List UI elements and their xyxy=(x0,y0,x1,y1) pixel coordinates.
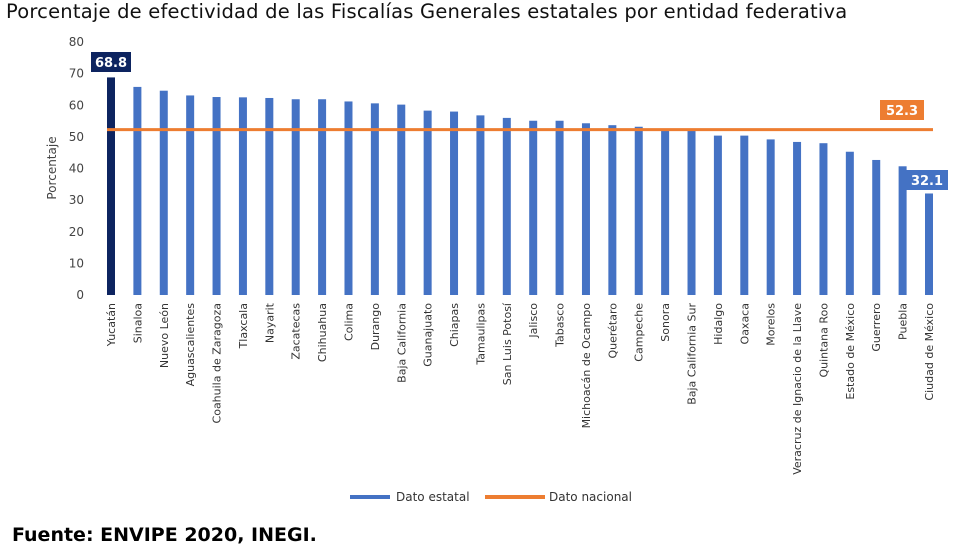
x-tick-label: Guanajuato xyxy=(422,303,435,367)
x-tick-label: Sinaloa xyxy=(131,303,144,343)
bar-nuevo-león xyxy=(159,90,168,295)
bar-tamaulipas xyxy=(476,115,485,296)
y-tick-label: 40 xyxy=(69,162,84,176)
x-tick-label: Estado de México xyxy=(844,303,857,400)
yucatan-data-label: 68.8 xyxy=(95,56,127,71)
bar-yucatán xyxy=(107,77,115,295)
x-tick-label: Quintana Roo xyxy=(817,303,830,378)
legend-label-nacional: Dato nacional xyxy=(549,490,632,504)
x-tick-label: Guerrero xyxy=(870,303,883,352)
bar-veracruz-de-ignacio-de-la-llave xyxy=(793,141,802,295)
x-tick-label: Nayarit xyxy=(263,302,276,343)
bar-ciudad-de-méxico xyxy=(925,193,933,295)
bar-michoacán-de-ocampo xyxy=(581,123,590,296)
chart-title: Porcentaje de efectividad de las Fiscalí… xyxy=(6,0,848,23)
bar-baja-california-sur xyxy=(687,130,696,295)
y-tick-label: 70 xyxy=(69,67,84,81)
y-tick-label: 60 xyxy=(69,98,84,112)
bar-estado-de-méxico xyxy=(845,151,854,295)
bar-hidalgo xyxy=(713,135,722,295)
y-tick-label: 50 xyxy=(69,130,84,144)
bar-chihuahua xyxy=(318,99,327,296)
cdmx-data-label: 32.1 xyxy=(911,174,943,189)
x-tick-label: Hidalgo xyxy=(712,303,725,345)
y-tick-label: 30 xyxy=(69,193,84,207)
x-tick-label: Baja California Sur xyxy=(686,303,699,405)
y-tick-label: 10 xyxy=(69,256,84,270)
bar-chiapas xyxy=(450,111,459,295)
x-tick-label: Coahuila de Zaragoza xyxy=(211,303,224,423)
x-tick-label: San Luis Potosí xyxy=(501,302,514,385)
bar-jalisco xyxy=(529,120,538,295)
x-tick-label: Puebla xyxy=(897,303,910,340)
x-tick-label: Oaxaca xyxy=(738,303,751,344)
yucatan-data-label-box xyxy=(91,52,131,72)
bar-sinaloa xyxy=(133,86,142,295)
bar-nayarit xyxy=(265,97,274,295)
bar-chart: 0 10 20 30 40 50 60 70 80 Porcentaje Yucatán Sinalo… xyxy=(45,35,948,504)
x-tick-label: Chihuahua xyxy=(316,303,329,362)
x-tick-label: Tabasco xyxy=(554,303,567,348)
bar-oaxaca xyxy=(740,135,749,295)
bar-zacatecas xyxy=(291,99,300,296)
bar-morelos xyxy=(766,139,775,295)
x-tick-label: Morelos xyxy=(765,303,778,346)
x-tick-label: Aguascalientes xyxy=(184,303,197,387)
bar-aguascalientes xyxy=(186,95,195,295)
bar-baja-california xyxy=(397,104,406,296)
bar-quintana-roo xyxy=(819,143,828,295)
y-tick-label: 20 xyxy=(69,225,84,239)
x-tick-label: Durango xyxy=(369,303,382,351)
cdmx-data-label-box xyxy=(906,170,948,190)
legend-label-estatal: Dato estatal xyxy=(396,490,470,504)
bar-durango xyxy=(370,103,379,295)
x-tick-label: Tlaxcala xyxy=(237,303,250,349)
x-tick-label: Zacatecas xyxy=(290,303,303,360)
x-tick-label: Baja California xyxy=(395,303,408,383)
x-tick-label: Yucatán xyxy=(105,303,118,347)
bar-coahuila-de-zaragoza xyxy=(212,97,221,295)
x-tick-label: Jalisco xyxy=(527,303,540,339)
y-tick-label: 80 xyxy=(69,35,84,49)
x-tick-label: Sonora xyxy=(659,303,672,342)
national-data-label: 52.3 xyxy=(886,104,918,119)
y-axis-label: Porcentaje xyxy=(45,136,59,199)
bar-querétaro xyxy=(608,125,617,295)
bar-puebla xyxy=(898,166,907,295)
x-tick-label: Campeche xyxy=(633,303,646,362)
bar-colima xyxy=(344,101,353,295)
bar-guerrero xyxy=(872,159,881,295)
bar-san-luis-potosí xyxy=(502,117,511,296)
y-tick-label: 0 xyxy=(76,288,84,302)
bar-tlaxcala xyxy=(238,97,247,295)
x-tick-label: Tamaulipas xyxy=(474,303,487,366)
x-tick-label: Veracruz de Ignacio de la Llave xyxy=(791,303,804,475)
x-tick-label: Ciudad de México xyxy=(923,303,936,401)
x-tick-label: Michoacán de Ocampo xyxy=(580,303,593,429)
bar-sonora xyxy=(661,130,670,295)
x-tick-label: Chiapas xyxy=(448,303,461,347)
source-note: Fuente: ENVIPE 2020, INEGI. xyxy=(12,524,317,546)
bar-campeche xyxy=(634,126,643,295)
x-tick-label: Colima xyxy=(342,303,355,341)
national-data-label-box xyxy=(880,100,924,120)
bar-guanajuato xyxy=(423,110,432,295)
bar-tabasco xyxy=(555,120,564,295)
x-tick-label: Nuevo León xyxy=(158,303,171,368)
x-tick-label: Querétaro xyxy=(606,303,619,359)
